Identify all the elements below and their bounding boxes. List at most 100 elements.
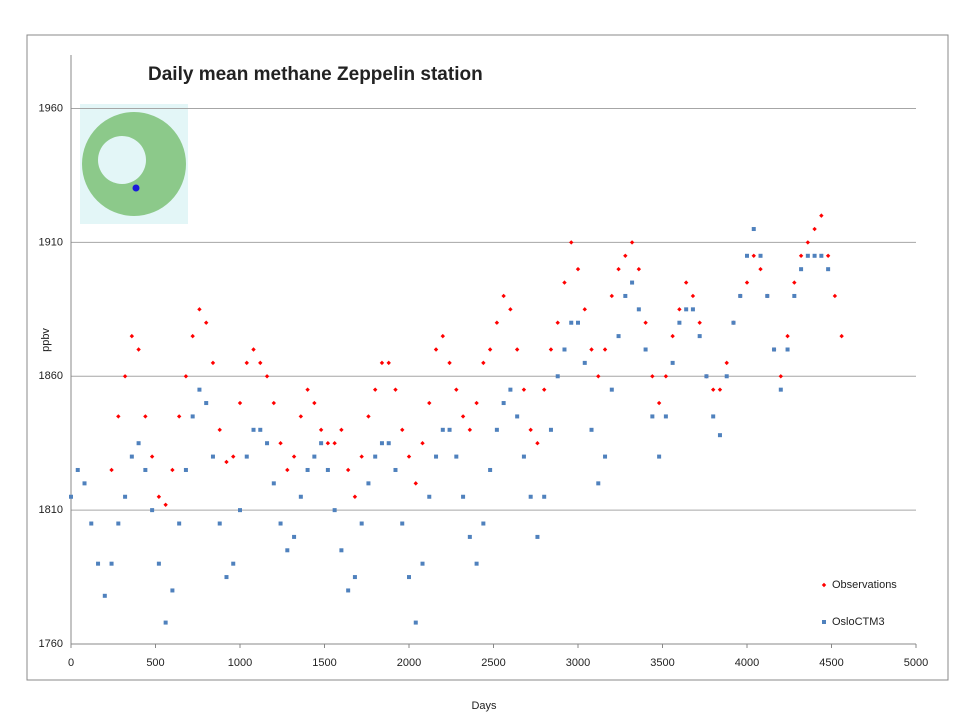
data-point (407, 575, 411, 580)
data-point (555, 374, 560, 379)
data-point (69, 494, 73, 499)
data-point (548, 347, 554, 352)
data-point (704, 374, 709, 379)
data-point (792, 293, 797, 298)
x-axis-label: Days (471, 700, 497, 712)
data-point (271, 400, 276, 406)
data-point (481, 360, 486, 366)
x-tick-label: 4500 (819, 657, 843, 669)
data-point (224, 459, 229, 465)
data-point (204, 320, 209, 325)
data-point (745, 253, 749, 258)
data-point (494, 320, 500, 325)
data-point (548, 427, 553, 432)
data-point (373, 454, 378, 459)
data-point (474, 561, 479, 566)
data-point (210, 360, 216, 366)
data-point (467, 534, 472, 539)
data-point (400, 521, 405, 526)
data-point (332, 441, 337, 446)
data-point (690, 307, 695, 312)
data-point (366, 481, 371, 486)
data-point (467, 427, 473, 433)
legend-label: OsloCTM3 (832, 616, 885, 628)
data-point (183, 467, 188, 472)
data-point (744, 280, 750, 285)
data-point (352, 494, 358, 499)
data-point (197, 307, 202, 312)
data-point (96, 561, 101, 566)
y-tick-label: 1810 (39, 504, 63, 516)
data-point (237, 400, 243, 406)
data-point (224, 575, 229, 580)
y-tick-label: 1760 (39, 638, 63, 650)
data-point (163, 620, 168, 625)
legend-marker (821, 582, 827, 588)
data-point (440, 427, 445, 432)
data-point (616, 334, 621, 339)
data-point (650, 374, 655, 379)
data-point (643, 320, 648, 325)
data-point (346, 588, 351, 593)
data-point (751, 253, 756, 258)
data-point (603, 454, 608, 459)
data-point (413, 620, 418, 625)
data-point (609, 387, 614, 392)
data-point (711, 414, 716, 419)
data-point (278, 521, 283, 526)
data-point (521, 387, 527, 392)
data-point (312, 400, 317, 406)
data-point (447, 360, 452, 366)
x-tick-label: 2500 (481, 657, 505, 669)
data-point (386, 360, 391, 366)
y-tick-label: 1910 (39, 236, 63, 248)
y-tick-label: 1960 (39, 102, 63, 114)
data-point (231, 561, 236, 566)
data-point (129, 454, 134, 459)
data-point (623, 253, 628, 258)
data-point (677, 320, 682, 325)
data-point (690, 293, 696, 299)
data-point (528, 427, 533, 433)
data-point (116, 521, 121, 526)
data-point (576, 320, 580, 325)
data-point (839, 333, 844, 339)
x-tick-label: 2000 (397, 657, 421, 669)
legend-label: Observations (832, 579, 897, 591)
data-point (244, 360, 249, 366)
data-point (318, 427, 324, 433)
data-point (413, 481, 418, 486)
data-point (630, 280, 635, 285)
data-point (75, 467, 80, 472)
data-point (785, 347, 790, 352)
data-point (508, 387, 513, 392)
data-point (379, 360, 385, 366)
data-point (575, 266, 581, 272)
data-point (312, 454, 317, 459)
data-point (636, 266, 642, 272)
x-tick-label: 500 (146, 657, 164, 669)
data-point (345, 467, 351, 473)
data-point (163, 502, 168, 507)
data-point (609, 293, 614, 299)
data-point (271, 481, 276, 486)
data-point (488, 467, 493, 472)
data-point (535, 534, 540, 539)
x-tick-label: 1000 (228, 657, 252, 669)
data-point (109, 561, 114, 566)
data-point (325, 467, 330, 472)
data-point (697, 334, 702, 339)
data-point (176, 414, 182, 419)
data-point (758, 253, 763, 258)
data-point (582, 307, 587, 312)
data-point (555, 320, 560, 325)
data-point (717, 387, 723, 392)
data-point (805, 253, 810, 258)
data-point (805, 240, 811, 245)
data-point (832, 293, 838, 299)
data-point (150, 508, 155, 513)
data-point (521, 454, 526, 459)
data-point (629, 240, 635, 245)
data-point (758, 266, 763, 272)
data-point (292, 534, 297, 539)
